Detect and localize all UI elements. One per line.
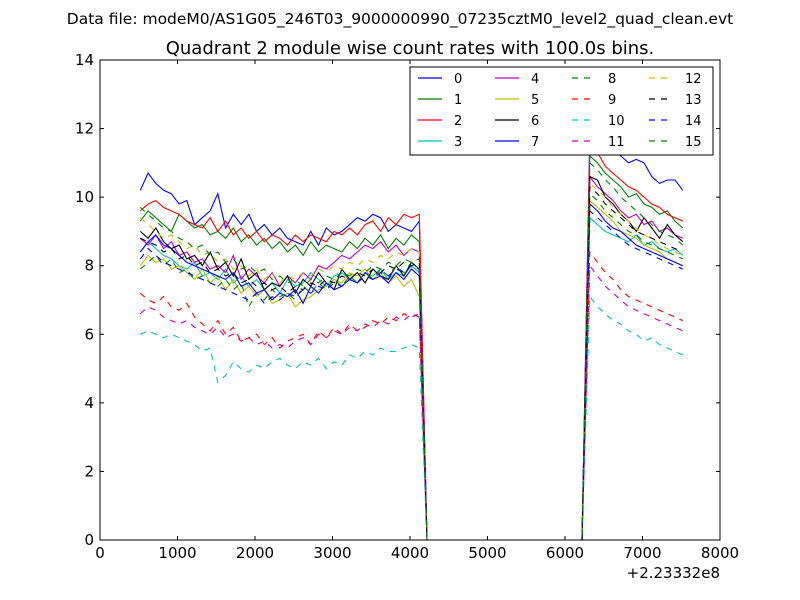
legend-label: 10	[608, 114, 625, 129]
legend-label: 15	[685, 135, 702, 150]
series-line-15	[139, 161, 684, 541]
series-line-2	[139, 144, 684, 541]
series-line-1	[139, 154, 684, 541]
axis-ticks: 0 1000 2000 3000 4000 5000 6000 7000 80000246810…	[75, 51, 739, 562]
y-tick-label: 12	[75, 120, 94, 138]
figure-suptitle: Data file: modeM0/AS1G05_246T03_90000009…	[67, 10, 733, 29]
legend-label: 2	[454, 114, 462, 129]
x-tick-label: 5000	[468, 544, 506, 562]
x-tick-label: 1000	[158, 544, 196, 562]
legend-label: 6	[531, 114, 539, 129]
y-tick-label: 0	[84, 531, 94, 549]
x-tick-label: 0	[95, 544, 105, 562]
legend-label: 9	[608, 93, 616, 108]
series-line-5	[139, 199, 684, 541]
y-tick-label: 4	[84, 394, 94, 412]
x-tick-label: 8000	[701, 544, 739, 562]
legend-label: 3	[454, 135, 462, 150]
chart-title: Quadrant 2 module wise count rates with …	[166, 38, 655, 59]
y-tick-label: 6	[84, 325, 94, 343]
legend-label: 12	[685, 72, 702, 87]
legend-label: 8	[608, 72, 616, 87]
x-tick-label: 7000	[623, 544, 661, 562]
series-line-7	[139, 202, 684, 541]
y-tick-label: 8	[84, 257, 94, 275]
y-tick-label: 2	[84, 462, 94, 480]
x-tick-label: 6000	[546, 544, 584, 562]
series-line-11	[139, 264, 684, 541]
x-tick-label: 3000	[313, 544, 351, 562]
legend-label: 14	[685, 114, 702, 129]
x-tick-label: 2000	[236, 544, 274, 562]
series-line-9	[139, 250, 684, 541]
legend-label: 13	[685, 93, 702, 108]
legend-label: 1	[454, 93, 462, 108]
y-tick-label: 10	[75, 188, 94, 206]
series-line-12	[139, 182, 684, 541]
legend-label: 5	[531, 93, 539, 108]
legend-box	[409, 66, 714, 156]
series-line-10	[140, 295, 684, 541]
x-offset-label: +2.23332e8	[627, 564, 720, 582]
series-line-14	[139, 209, 684, 541]
legend-label: 7	[531, 135, 539, 150]
x-tick-label: 4000	[391, 544, 429, 562]
legend-label: 0	[454, 72, 462, 87]
series-line-8	[139, 192, 684, 541]
series-line-13	[140, 185, 684, 541]
legend-label: 11	[608, 135, 625, 150]
legend-label: 4	[531, 72, 539, 87]
plot-lines	[139, 127, 684, 541]
y-tick-label: 14	[75, 51, 94, 69]
